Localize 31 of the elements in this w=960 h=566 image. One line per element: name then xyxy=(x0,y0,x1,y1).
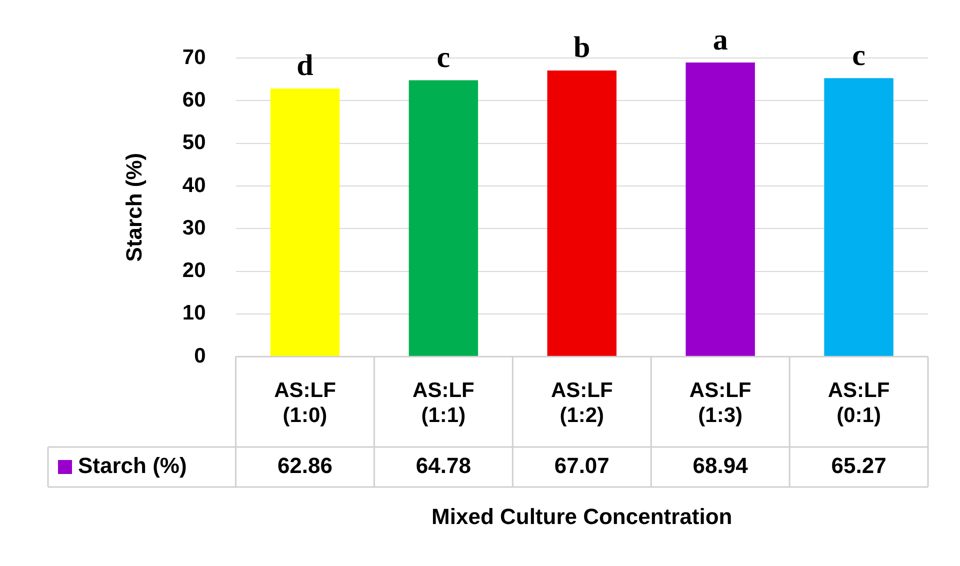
annotation: c xyxy=(436,41,450,74)
bar xyxy=(270,88,340,356)
x-axis-title: Mixed Culture Concentration xyxy=(432,504,732,530)
annotation: b xyxy=(574,31,590,64)
y-tick-label: 10 xyxy=(182,302,206,325)
y-tick-label: 60 xyxy=(182,88,206,112)
data-label: 65.27 xyxy=(831,453,886,478)
y-tick-label: 70 xyxy=(182,46,206,69)
y-tick-label: 40 xyxy=(182,174,206,197)
y-tick-label: 30 xyxy=(182,216,206,240)
y-tick-label: 0 xyxy=(194,344,206,368)
data-label: 68.94 xyxy=(692,453,749,478)
x-tick-label: AS:LF (1:0) xyxy=(274,378,336,428)
bar xyxy=(408,80,478,356)
x-tick-label: AS:LF (1:1) xyxy=(412,378,475,428)
y-tick-label: 20 xyxy=(182,259,206,282)
data-label: 67.07 xyxy=(554,453,610,478)
legend-label: Starch (%) xyxy=(78,453,187,478)
x-tick-label: AS:LF (1:3) xyxy=(689,378,752,428)
annotation: c xyxy=(852,38,866,72)
bar xyxy=(547,70,616,356)
x-tick-label: AS:LF (0:1) xyxy=(828,378,890,428)
bar xyxy=(824,78,894,356)
annotation: a xyxy=(712,23,728,56)
bar xyxy=(686,62,755,356)
annotation: d xyxy=(296,49,314,82)
x-tick-label: AS:LF (1:2) xyxy=(550,378,613,428)
y-axis-title: Starch (%) xyxy=(121,152,146,262)
data-label: 62.86 xyxy=(277,453,333,478)
y-tick-label: 50 xyxy=(182,131,206,154)
data-label: 64.78 xyxy=(416,453,471,478)
